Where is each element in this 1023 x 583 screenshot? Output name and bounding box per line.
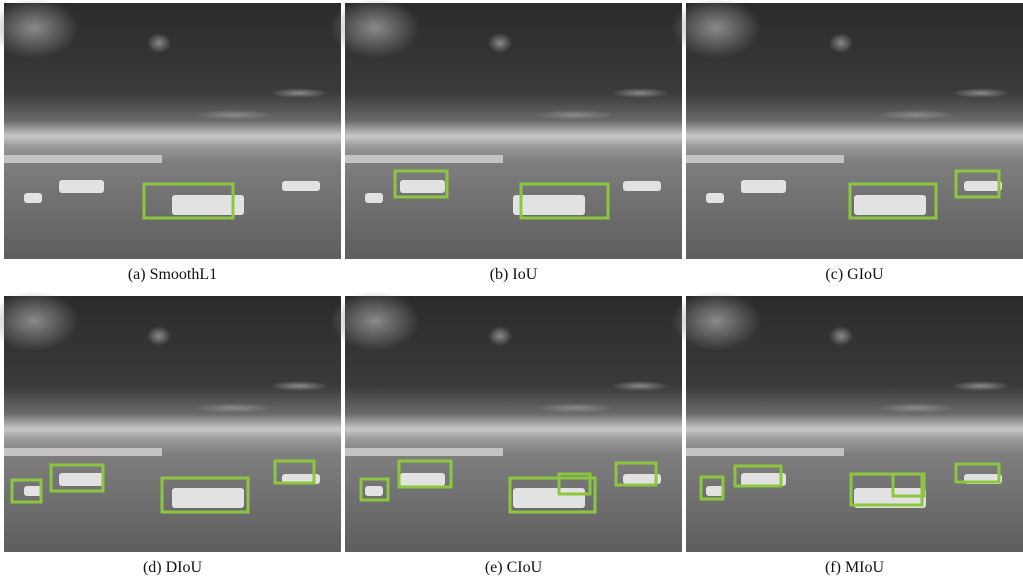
shore: [345, 155, 503, 163]
ship: [400, 473, 445, 486]
ship: [365, 486, 383, 496]
caption: (b) IoU: [490, 266, 538, 283]
ship: [741, 180, 786, 193]
cloud: [194, 403, 274, 413]
caption: (e) CIoU: [485, 559, 543, 576]
panel: [0, 0, 341, 259]
ship: [400, 180, 445, 193]
ship: [24, 486, 42, 496]
figure: (a) SmoothL1 (b) IoU (c) GIoU (d) DIoU (e) C…: [0, 0, 1023, 583]
cloud: [330, 291, 420, 351]
panel: [330, 0, 682, 259]
panel: [671, 291, 1023, 552]
cloud: [876, 403, 956, 413]
shore: [686, 155, 844, 163]
shore: [4, 448, 162, 456]
caption: (c) GIoU: [825, 266, 884, 283]
ship: [706, 486, 724, 496]
ship: [741, 473, 786, 486]
cloud: [951, 381, 1011, 391]
ship: [59, 473, 104, 486]
cloud: [330, 0, 420, 58]
panel: [330, 291, 682, 552]
ship: [706, 193, 724, 203]
cloud: [535, 403, 615, 413]
cloud: [488, 326, 512, 346]
caption: (a) SmoothL1: [128, 266, 217, 283]
ship: [59, 180, 104, 193]
cloud: [147, 33, 171, 53]
cloud: [829, 326, 853, 346]
cloud: [829, 33, 853, 53]
shore: [4, 155, 162, 163]
shore: [686, 448, 844, 456]
cloud: [671, 0, 761, 58]
ship: [964, 181, 1002, 191]
shore: [345, 448, 503, 456]
panel: [0, 291, 341, 552]
ship: [854, 195, 926, 215]
cloud: [610, 88, 670, 98]
ship: [513, 488, 585, 508]
ship: [365, 193, 383, 203]
cloud: [269, 88, 329, 98]
ship: [623, 181, 661, 191]
cloud: [876, 110, 956, 120]
ship: [24, 193, 42, 203]
ship: [282, 181, 320, 191]
ship: [513, 195, 585, 215]
cloud: [610, 381, 670, 391]
cloud: [951, 88, 1011, 98]
cloud: [147, 326, 171, 346]
cloud: [671, 291, 761, 351]
cloud: [194, 110, 274, 120]
cloud: [269, 381, 329, 391]
ship: [172, 488, 244, 508]
panel: [671, 0, 1023, 259]
cloud: [535, 110, 615, 120]
caption: (d) DIoU: [143, 559, 203, 576]
caption: (f) MIoU: [825, 559, 885, 576]
cloud: [488, 33, 512, 53]
